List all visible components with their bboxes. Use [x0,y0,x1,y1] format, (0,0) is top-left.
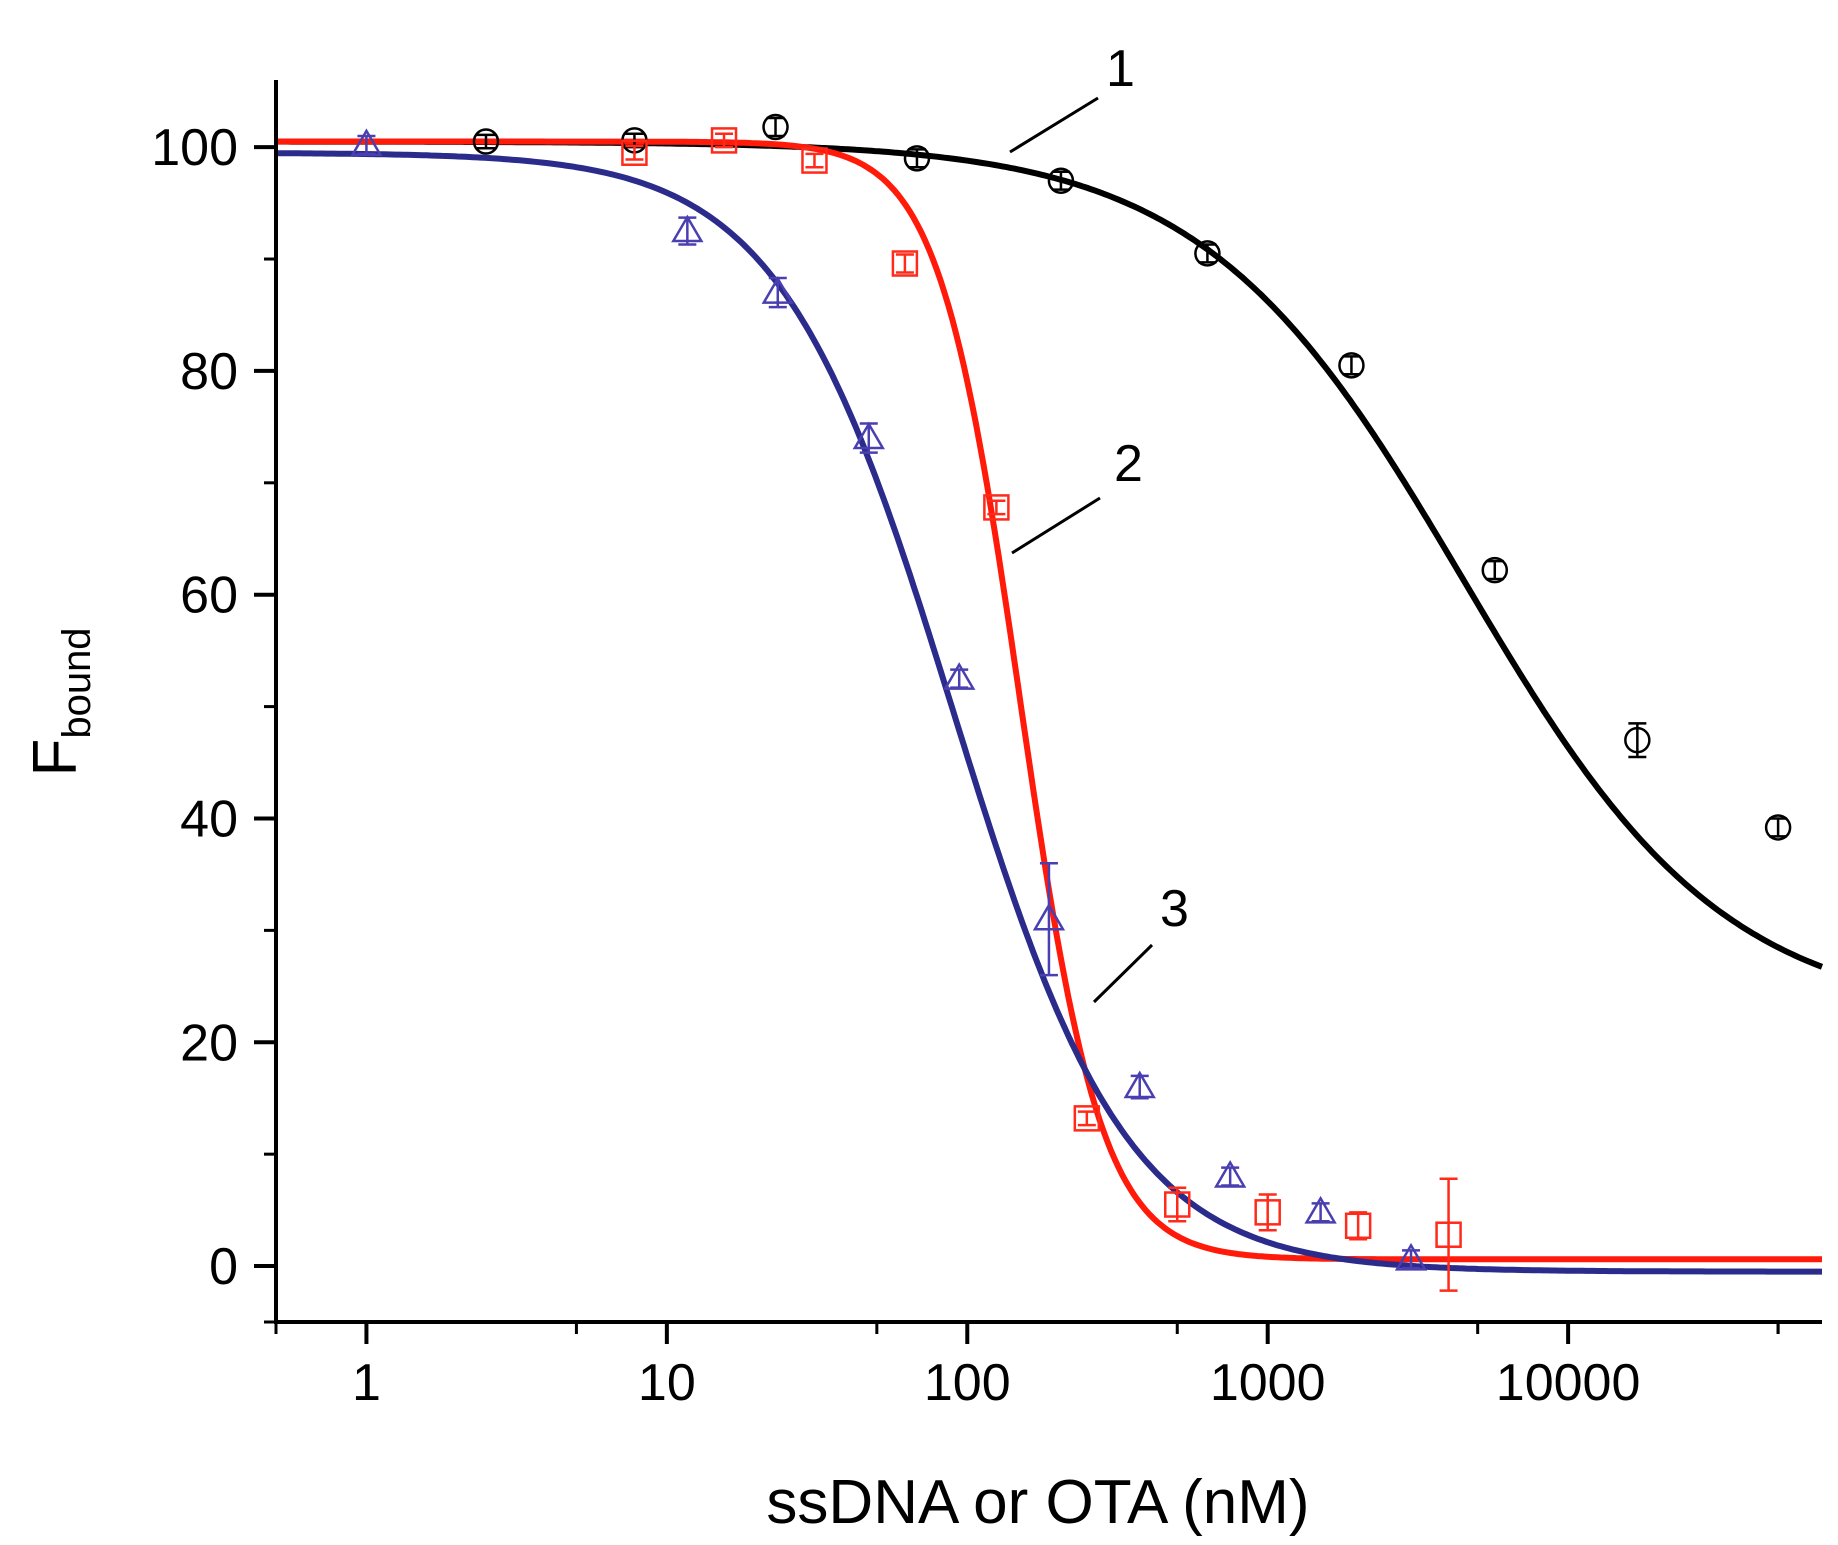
y-tick-label: 80 [180,343,238,401]
data-point-square [983,494,1010,521]
data-point-triangle [1304,1195,1337,1224]
y-tick-label: 60 [180,567,238,625]
fit-curve-3 [276,150,1822,1275]
data-point-triangle [1123,1070,1156,1099]
y-tick-label: 0 [209,1238,238,1296]
x-axis-title: ssDNA or OTA (nM) [766,1468,1309,1537]
data-point-square [1254,1199,1281,1226]
y-axis-title-subscript: bound [55,627,99,738]
data-point-circle [1481,556,1509,584]
y-axis-title-main: F [21,739,90,777]
data-point-circle [472,128,500,155]
data-point-triangle [761,276,794,304]
callout-line-1 [1009,96,1099,154]
callout-line-3 [1092,943,1154,1004]
data-point-circle [1194,240,1221,267]
data-point-circle [903,145,931,172]
data-point-triangle [1394,1242,1428,1271]
x-tick-label: 10000 [1496,1354,1641,1412]
data-point-triangle [671,214,704,243]
data-point-square [621,139,648,166]
curve-label-3: 3 [1160,880,1189,938]
y-tick-label: 20 [180,1014,238,1072]
x-ticks: 1 10 100 1000 10000 [274,1322,1780,1412]
data-point-square [1435,1221,1462,1248]
data-point-triangle [943,662,976,690]
data-point-square [1073,1105,1101,1132]
y-axis-title: Fbound [21,627,99,776]
data-point-circle [1764,814,1792,841]
data-point-square [891,250,919,277]
curve-callouts: 1 2 3 [1009,40,1189,1004]
curve-label-2: 2 [1114,435,1143,493]
data-point-triangle [1032,902,1066,931]
data-point-square [801,147,828,174]
y-tick-label: 40 [180,790,238,848]
data-point-triangle [350,128,383,157]
data-point-square [710,127,738,154]
x-tick-label: 1 [352,1354,381,1412]
y-tick-label: 100 [151,119,238,177]
data-points [350,113,1792,1292]
data-point-triangle [1213,1160,1247,1188]
data-point-circle [762,113,789,141]
axes [274,80,1822,1324]
callout-line-2 [1011,496,1101,555]
data-point-circle [1624,726,1651,754]
data-point-square [1164,1191,1191,1218]
y-ticks: 0 20 40 60 80 100 [151,119,276,1324]
data-point-triangle [852,421,885,450]
data-point-square [1344,1212,1372,1240]
x-tick-label: 100 [924,1354,1011,1412]
x-tick-label: 1000 [1210,1354,1326,1412]
data-point-circle [1338,352,1365,379]
x-tick-label: 10 [638,1354,696,1412]
curve-label-1: 1 [1106,40,1135,98]
data-point-circle [1047,167,1075,194]
